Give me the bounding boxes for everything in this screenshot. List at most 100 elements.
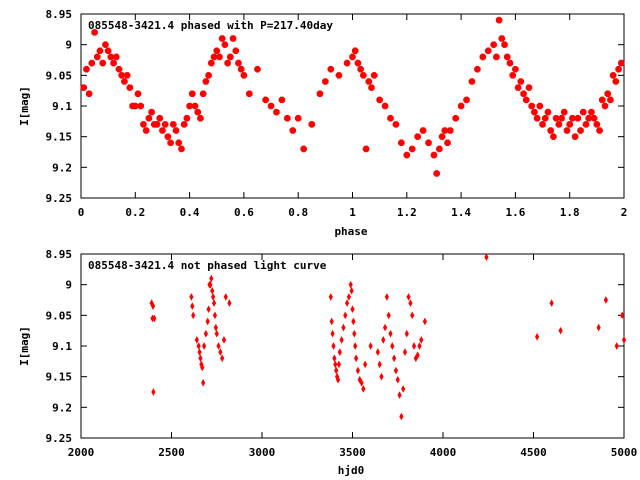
phased-data-point — [210, 53, 218, 61]
phased-data-point — [577, 127, 584, 134]
phased-data-point — [300, 145, 307, 153]
unphased-data-point — [333, 360, 338, 369]
phased-y-axis-label: I[mag] — [18, 86, 31, 126]
unphased-data-point — [368, 342, 373, 350]
phased-data-point — [191, 102, 199, 110]
unphased-data-point — [535, 332, 540, 341]
unphased-x-tick-label: 2500 — [158, 446, 185, 459]
phased-data-point — [118, 72, 125, 79]
unphased-data-point — [417, 342, 422, 350]
phased-data-point — [501, 41, 508, 48]
phased-data-point — [343, 59, 351, 67]
phased-x-tick-label: 2 — [621, 206, 628, 219]
unphased-data-point — [388, 329, 393, 338]
phased-data-point — [104, 47, 112, 55]
phased-data-point — [278, 96, 286, 104]
unphased-data-point — [401, 385, 406, 393]
unphased-data-point — [330, 329, 335, 338]
phased-data-point — [121, 78, 128, 85]
phased-y-tick-label: 8.95 — [46, 8, 73, 21]
unphased-data-point — [220, 354, 225, 363]
unphased-data-point — [359, 378, 364, 387]
phased-data-point — [156, 115, 163, 122]
unphased-data-points — [149, 253, 627, 421]
phased-y-tick-label: 9.15 — [46, 131, 73, 144]
phased-data-point — [607, 96, 614, 104]
unphased-data-point — [198, 354, 203, 363]
unphased-data-point — [375, 348, 380, 356]
unphased-data-point — [350, 305, 355, 314]
unphased-data-point — [415, 351, 420, 360]
unphased-data-point — [191, 311, 196, 320]
phased-data-point — [137, 102, 144, 110]
unphased-y-tick-label: 9.05 — [46, 309, 73, 322]
phased-data-point — [590, 115, 598, 122]
unphased-data-point — [386, 311, 391, 320]
unphased-data-point — [363, 360, 368, 369]
phased-data-point — [522, 96, 530, 104]
unphased-data-point — [352, 329, 357, 338]
unphased-data-point — [558, 326, 563, 335]
unphased-plot-title: 085548-3421.4 not phased light curve — [88, 259, 327, 272]
phased-x-tick-label: 1.6 — [505, 206, 525, 219]
unphased-data-point — [355, 366, 361, 375]
phased-x-tick-label: 1.2 — [397, 206, 417, 219]
phased-data-point — [153, 121, 161, 128]
phased-data-point — [552, 115, 560, 122]
unphased-data-point — [404, 329, 409, 338]
phased-data-point — [593, 121, 601, 128]
unphased-data-point — [194, 336, 199, 344]
phased-data-point — [392, 121, 400, 128]
unphased-y-axis: 8.95 9 9.05 9.1 9.15 9.2 9.25 — [46, 248, 624, 445]
unphased-data-point — [337, 348, 342, 356]
unphased-data-point — [392, 354, 397, 363]
unphased-data-point — [210, 286, 215, 295]
phased-data-point — [161, 121, 169, 128]
phased-data-point — [167, 139, 174, 147]
unphased-data-point — [221, 336, 227, 344]
phased-data-point — [520, 90, 527, 97]
phased-data-point — [88, 59, 96, 67]
phased-data-point — [368, 84, 375, 91]
phased-data-point — [436, 145, 443, 153]
phased-y-tick-label: 9 — [65, 39, 72, 52]
unphased-data-point — [223, 293, 228, 301]
unphased-data-point — [410, 311, 415, 320]
unphased-y-tick-label: 8.95 — [46, 248, 73, 261]
phased-data-point — [140, 121, 147, 128]
phased-data-point — [170, 121, 177, 128]
phased-data-point — [463, 96, 470, 104]
phased-data-point — [514, 84, 522, 91]
phased-data-point — [566, 121, 573, 128]
phased-data-point — [493, 53, 500, 61]
phased-data-point — [316, 90, 324, 97]
phased-data-point — [183, 115, 191, 122]
unphased-data-point — [393, 366, 399, 375]
phased-data-point — [542, 115, 549, 122]
unphased-data-point — [216, 342, 221, 350]
phased-data-point — [503, 53, 511, 61]
unphased-data-point — [621, 336, 627, 344]
phased-data-point — [604, 90, 611, 97]
phased-data-point — [99, 59, 106, 67]
unphased-data-point — [335, 375, 341, 384]
phased-data-point — [365, 78, 373, 85]
phased-x-tick-label: 0.8 — [288, 206, 308, 219]
phased-data-point — [197, 115, 204, 122]
unphased-x-tick-label: 4500 — [520, 446, 547, 459]
phased-data-point — [601, 102, 609, 110]
unphased-data-point — [343, 311, 348, 320]
phased-data-point — [370, 72, 378, 79]
phased-data-point — [569, 115, 576, 122]
phased-data-point — [580, 108, 587, 116]
unphased-data-point — [361, 385, 366, 393]
phased-data-point — [308, 121, 316, 128]
phased-data-point — [512, 65, 519, 73]
phased-data-point — [376, 96, 383, 104]
phased-data-point — [178, 145, 185, 153]
unphased-data-point — [408, 299, 413, 307]
phased-data-point — [110, 59, 117, 67]
unphased-x-tick-label: 3500 — [339, 446, 366, 459]
unphased-x-axis-label: hjd0 — [338, 464, 365, 477]
unphased-data-point — [151, 388, 156, 396]
